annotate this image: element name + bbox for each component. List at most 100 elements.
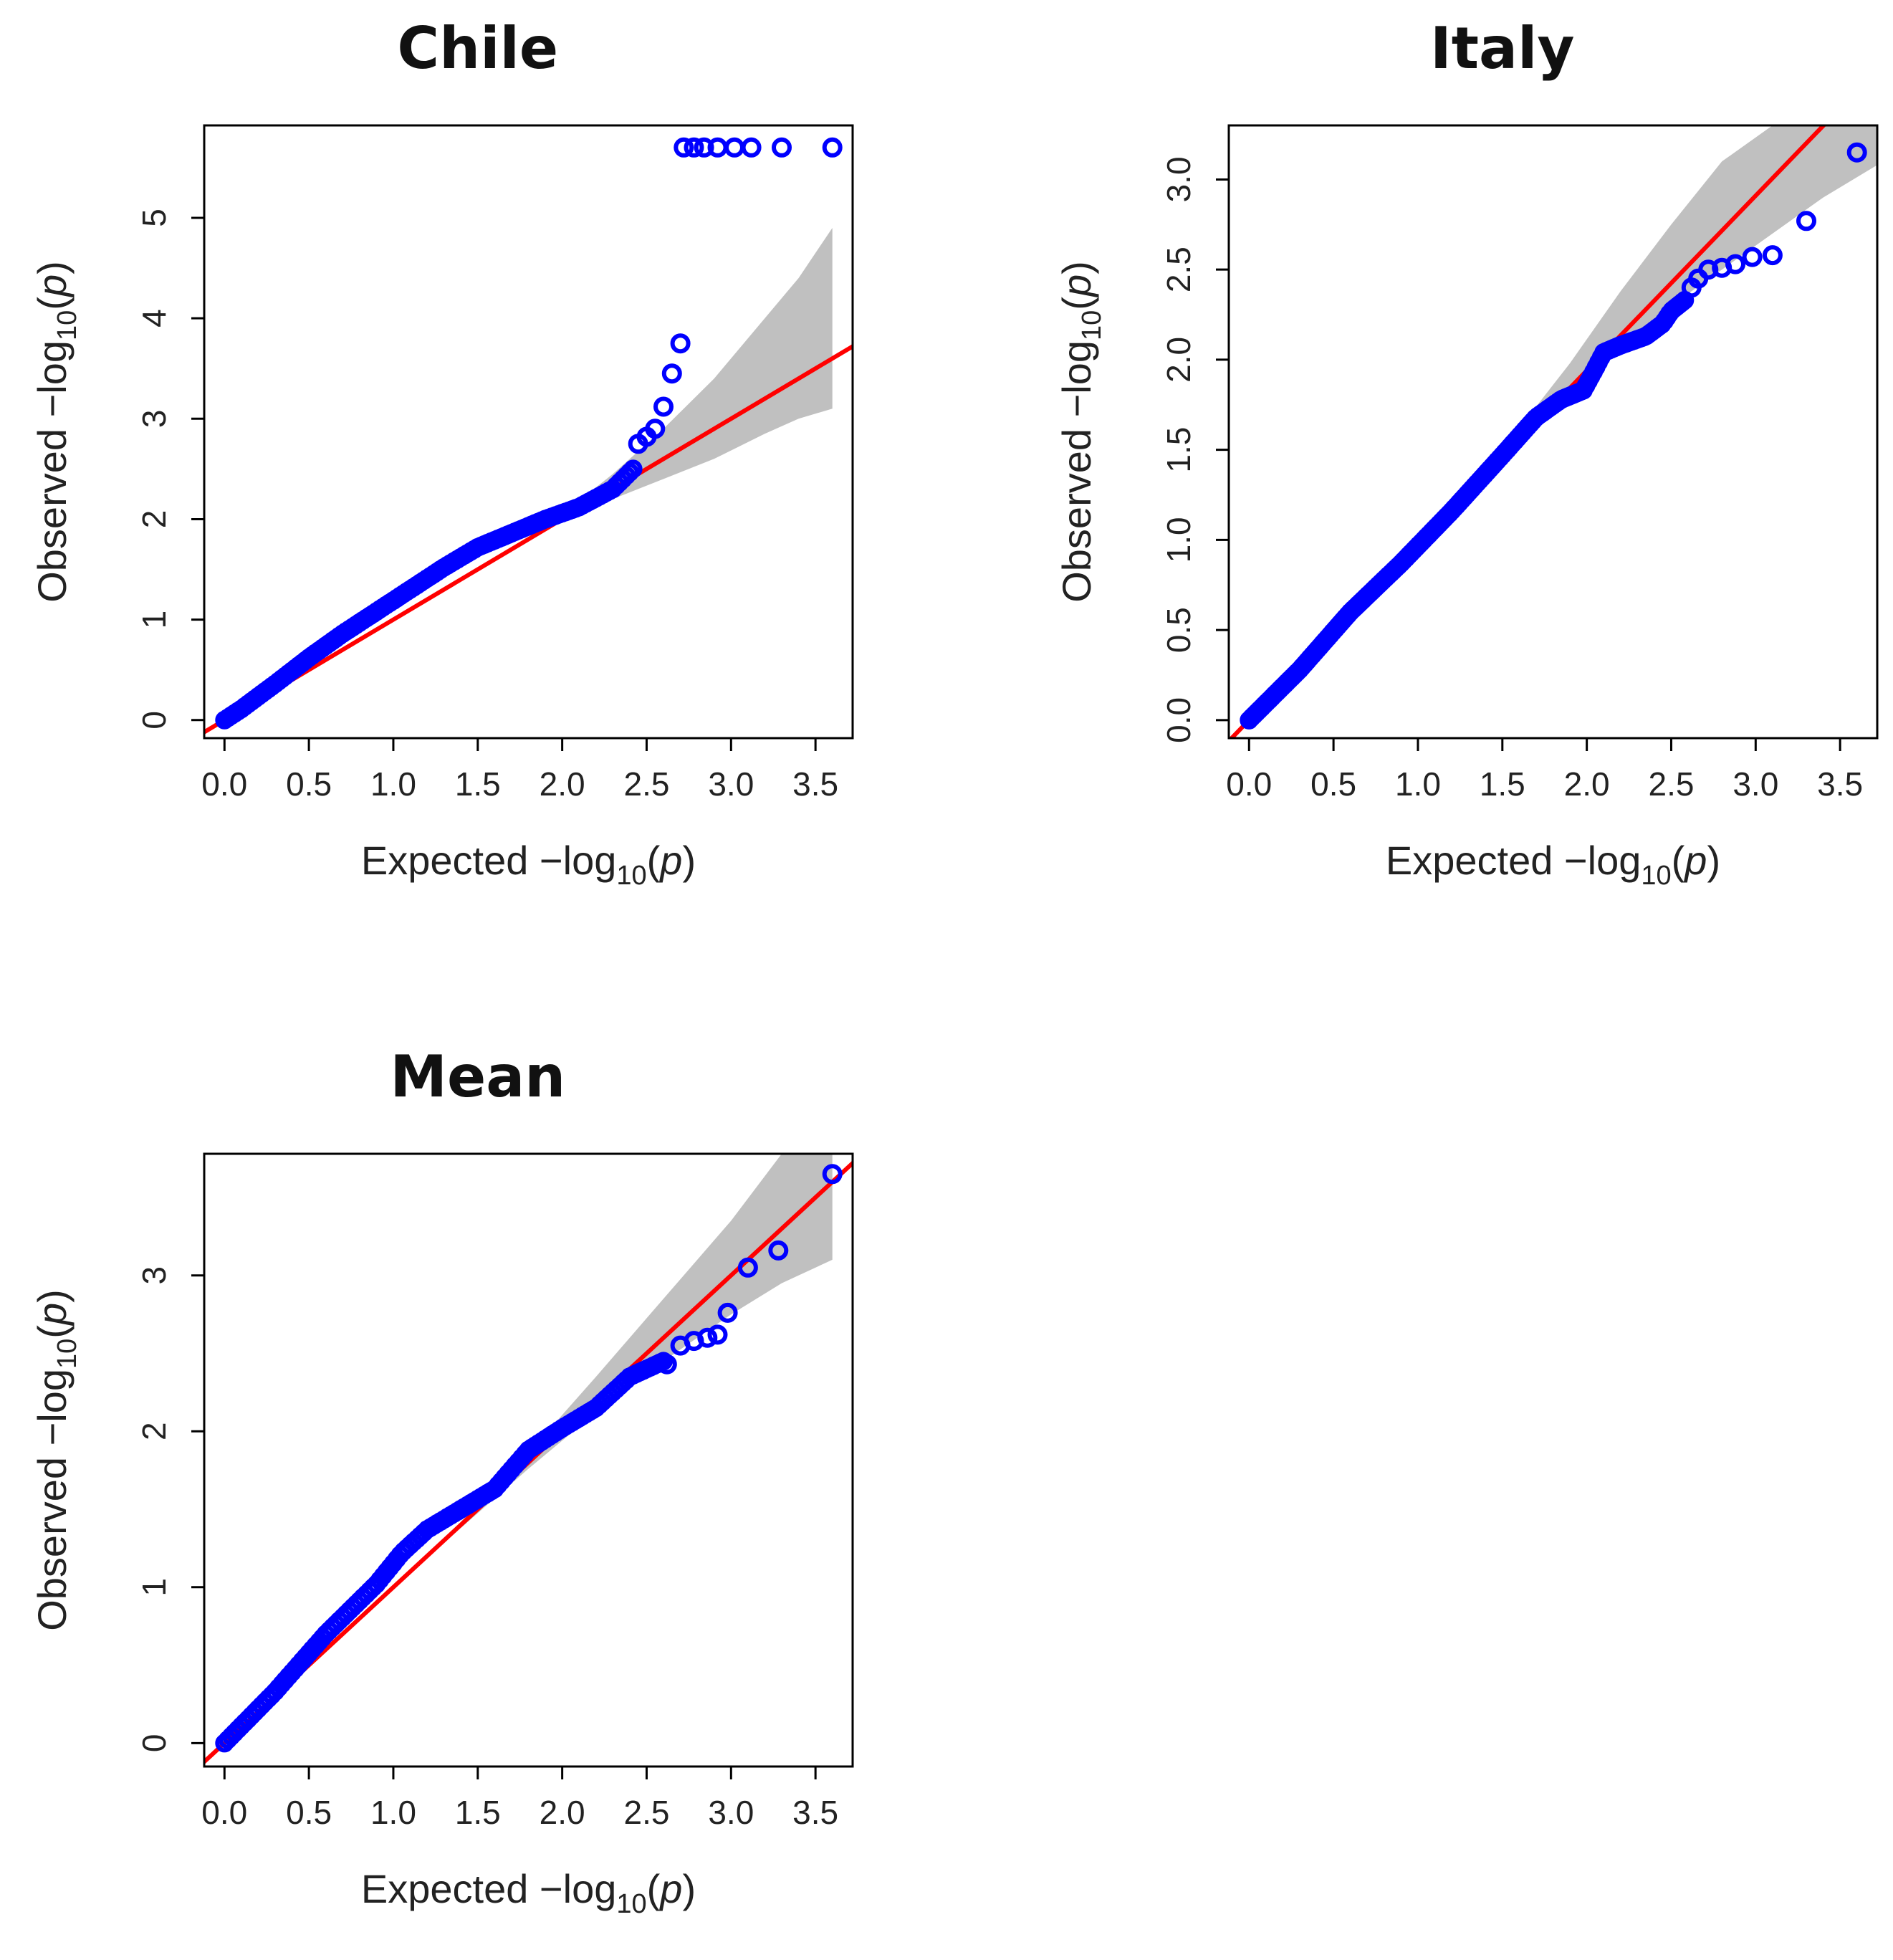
x-tick-label: 0.0 [1226, 765, 1272, 803]
qq-plot-chile: Chile 0.0 0.5 1.0 1.5 2.0 2.5 3.0 3.5 0 1 2 3 4 5 Expec… [0, 0, 881, 932]
outlier-point [1796, 211, 1816, 231]
x-tick-label: 2.5 [623, 1794, 669, 1831]
outlier-point [1725, 254, 1745, 274]
x-tick-label: 1.0 [1395, 765, 1441, 803]
x-axis-label-open: ( [647, 838, 661, 883]
plot-frame [203, 124, 854, 740]
y-axis-label-prefix: Observed −log [1054, 340, 1099, 603]
x-tick-label: 3.5 [792, 1794, 838, 1831]
outlier-point [653, 396, 674, 417]
x-tick-label: 2.0 [1564, 765, 1610, 803]
y-tick-label: 2 [135, 1422, 173, 1440]
y-tick-label: 1 [135, 611, 173, 629]
y-axis-label-open: ( [29, 1325, 75, 1339]
y-tick-label: 3 [135, 1266, 173, 1285]
x-tick-label: 1.0 [370, 1794, 416, 1831]
outlier-point [694, 137, 714, 158]
x-tick-label: 1.5 [455, 765, 501, 803]
y-axis-label-close: ) [1054, 261, 1099, 274]
x-axis-label-prefix: Expected −log [361, 838, 616, 883]
x-axis-label-var: p [658, 838, 682, 883]
x-axis-label-open: ( [647, 1866, 661, 1911]
y-axis-label-close: ) [29, 1289, 75, 1303]
outlier-point [822, 1164, 843, 1185]
y-axis-label-sub: 10 [1077, 310, 1107, 340]
outlier-point [697, 1327, 718, 1348]
plot-area [204, 137, 853, 735]
x-tick-label: 3.5 [1817, 765, 1863, 803]
outlier-point [656, 1354, 677, 1375]
x-axis-label: Expected −log10(p) [361, 838, 696, 891]
y-tick-label: 3.0 [1160, 156, 1197, 202]
x-tick-label: 3.0 [1733, 765, 1778, 803]
y-tick-label: 0 [135, 1734, 173, 1753]
y-tick-label: 2.5 [1160, 247, 1197, 292]
y-tick-label: 0.0 [1160, 697, 1197, 743]
plot-area [204, 1154, 853, 1765]
outlier-point [822, 137, 843, 158]
outlier-point [674, 137, 694, 158]
outlier-point [741, 137, 762, 158]
x-axis-label-prefix: Expected −log [361, 1866, 616, 1911]
y-axis-label: Observed −log10(p) [29, 261, 82, 603]
y-axis-label-var: p [29, 1303, 75, 1326]
y-axis-label-sub: 10 [52, 310, 82, 340]
y-axis-label-sub: 10 [52, 1339, 82, 1369]
x-axis-label-sub: 10 [1641, 861, 1671, 891]
y-tick-label: 0.5 [1160, 607, 1197, 653]
outlier-point [724, 137, 744, 158]
x-tick-label: 3.5 [792, 765, 838, 803]
x-axis-label-sub: 10 [616, 1889, 646, 1919]
y-axis-label-prefix: Observed −log [29, 340, 75, 603]
outlier-point [737, 1257, 758, 1278]
x-tick-label: 1.5 [1480, 765, 1525, 803]
outlier-point [717, 1302, 738, 1323]
y-tick-label: 2 [135, 510, 173, 529]
y-tick-label: 4 [135, 309, 173, 328]
chart-svg: Italy 0.0 0.5 1.0 1.5 2.0 2.5 3.0 3.5 0.0 0.5 1.0 1.… [1054, 15, 1879, 891]
x-axis-label-close: ) [1707, 838, 1720, 883]
x-tick-label: 0.5 [286, 765, 332, 803]
y-axis-label-prefix: Observed −log [29, 1369, 75, 1631]
x-tick-label: 2.0 [540, 1794, 585, 1831]
x-tick-label: 2.5 [1648, 765, 1694, 803]
chart-svg: Chile 0.0 0.5 1.0 1.5 2.0 2.5 3.0 3.5 0 1 2 3 4 5 Expec… [29, 15, 854, 891]
y-axis-label-close: ) [29, 261, 75, 274]
outlier-point [707, 1324, 728, 1345]
x-tick-label: 0.5 [1310, 765, 1356, 803]
x-axis-label-open: ( [1672, 838, 1685, 883]
y-axis-label-var: p [29, 274, 75, 298]
x-axis-label: Expected −log10(p) [361, 1866, 696, 1919]
qq-plot-mean: Mean 0.0 0.5 1.0 1.5 2.0 2.5 3.0 3.5 0 1 2 3 Expected… [0, 1028, 881, 1960]
outlier-point [1742, 247, 1763, 267]
x-tick-label: 2.0 [540, 765, 585, 803]
outlier-point [670, 333, 691, 354]
x-axis-label: Expected −log10(p) [1386, 838, 1720, 891]
y-tick-label: 3 [135, 409, 173, 428]
outlier-point [645, 419, 666, 439]
x-tick-label: 1.0 [370, 765, 416, 803]
data-point [654, 1352, 673, 1371]
x-axis-label-close: ) [682, 1866, 696, 1911]
x-axis-label-var: p [1683, 838, 1707, 883]
x-tick-label: 0.0 [201, 765, 247, 803]
plot-frame [1227, 124, 1879, 740]
y-tick-label: 1.0 [1160, 517, 1197, 563]
y-axis-label: Observed −log10(p) [29, 1289, 82, 1631]
chart-svg: Mean 0.0 0.5 1.0 1.5 2.0 2.5 3.0 3.5 0 1 2 3 Expected… [29, 1043, 854, 1919]
chart-title: Mean [390, 1043, 565, 1110]
x-tick-label: 0.0 [201, 1794, 247, 1831]
x-axis-label-close: ) [682, 838, 696, 883]
x-axis-label-var: p [658, 1866, 682, 1911]
outlier-point [661, 363, 682, 384]
x-tick-label: 0.5 [286, 1794, 332, 1831]
outlier-point [1846, 142, 1867, 163]
x-tick-label: 2.5 [623, 765, 669, 803]
outlier-point [684, 137, 704, 158]
x-tick-label: 3.0 [708, 1794, 754, 1831]
outlier-point [1762, 245, 1783, 266]
outlier-point [768, 1240, 789, 1261]
data-point [623, 459, 643, 479]
y-tick-label: 2.0 [1160, 337, 1197, 383]
plot-area [1229, 125, 1877, 738]
